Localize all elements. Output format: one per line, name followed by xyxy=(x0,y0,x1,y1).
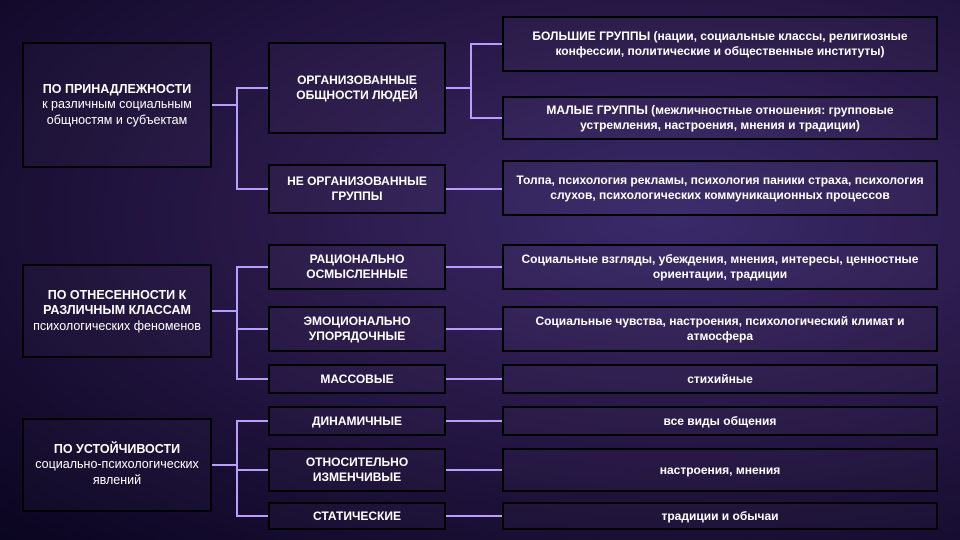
connector xyxy=(446,266,502,268)
connector xyxy=(446,420,502,422)
left-plain-0: к различным социальным общностям и субъе… xyxy=(30,97,204,128)
left-plain-2: социально-психологических явлений xyxy=(30,457,204,488)
mid-label-7: СТАТИЧЕСКИЕ xyxy=(313,509,401,524)
mid-label-0: ОРГАНИЗОВАННЫЕ ОБЩНОСТИ ЛЮДЕЙ xyxy=(276,73,438,103)
mid-label-1: НЕ ОРГАНИЗОВАННЫЕ ГРУППЫ xyxy=(276,174,438,204)
mid-label-5: ДИНАМИЧНЫЕ xyxy=(312,414,402,429)
right-box-0: БОЛЬШИЕ ГРУППЫ (нации, социальные классы… xyxy=(502,16,938,72)
right-label-7: настроения, мнения xyxy=(660,463,781,478)
connector xyxy=(236,266,238,380)
mid-box-4: МАССОВЫЕ xyxy=(268,364,446,394)
right-label-3: Социальные взгляды, убеждения, мнения, и… xyxy=(510,252,930,282)
right-box-4: Социальные чувства, настроения, психолог… xyxy=(502,306,938,352)
right-box-6: все виды общения xyxy=(502,406,938,436)
right-label-1: МАЛЫЕ ГРУППЫ (межличностные отношения: г… xyxy=(510,103,930,133)
connector xyxy=(212,464,236,466)
connector xyxy=(236,515,268,517)
connector xyxy=(470,43,472,119)
right-label-2: Толпа, психология рекламы, психология па… xyxy=(510,173,930,203)
left-box-2: ПО УСТОЙЧИВОСТИ социально-психологически… xyxy=(22,418,212,512)
right-label-8: традиции и обычаи xyxy=(661,509,778,524)
right-label-4: Социальные чувства, настроения, психолог… xyxy=(510,314,930,344)
mid-box-6: ОТНОСИТЕЛЬНО ИЗМЕНЧИВЫЕ xyxy=(268,448,446,492)
right-box-5: стихийные xyxy=(502,364,938,394)
mid-label-4: МАССОВЫЕ xyxy=(320,372,393,387)
mid-box-7: СТАТИЧЕСКИЕ xyxy=(268,502,446,530)
connector xyxy=(236,87,268,89)
connector xyxy=(236,420,238,516)
connector xyxy=(446,515,502,517)
connector xyxy=(446,328,502,330)
right-box-1: МАЛЫЕ ГРУППЫ (межличностные отношения: г… xyxy=(502,96,938,140)
connector xyxy=(236,87,238,190)
connector xyxy=(212,104,236,106)
right-label-6: все виды общения xyxy=(664,414,777,429)
mid-label-3: ЭМОЦИОНАЛЬНО УПОРЯДОЧНЫЕ xyxy=(276,314,438,344)
left-box-1: ПО ОТНЕСЕННОСТИ К РАЗЛИЧНЫМ КЛАССАМ псих… xyxy=(22,264,212,358)
left-bold-0: ПО ПРИНАДЛЕЖНОСТИ xyxy=(43,82,191,96)
mid-box-2: РАЦИОНАЛЬНО ОСМЫСЛЕННЫЕ xyxy=(268,244,446,290)
left-bold-1: ПО ОТНЕСЕННОСТИ К РАЗЛИЧНЫМ КЛАССАМ xyxy=(43,288,191,318)
connector xyxy=(236,328,268,330)
right-label-0: БОЛЬШИЕ ГРУППЫ (нации, социальные классы… xyxy=(510,29,930,59)
left-plain-1: психологических феноменов xyxy=(30,319,204,335)
right-box-3: Социальные взгляды, убеждения, мнения, и… xyxy=(502,244,938,290)
right-label-5: стихийные xyxy=(687,372,753,387)
connector xyxy=(470,43,502,45)
mid-label-6: ОТНОСИТЕЛЬНО ИЗМЕНЧИВЫЕ xyxy=(276,455,438,485)
connector xyxy=(470,117,502,119)
left-bold-2: ПО УСТОЙЧИВОСТИ xyxy=(54,442,180,456)
right-box-7: настроения, мнения xyxy=(502,448,938,492)
left-box-0: ПО ПРИНАДЛЕЖНОСТИ к различным социальным… xyxy=(22,42,212,168)
connector xyxy=(446,378,502,380)
mid-label-2: РАЦИОНАЛЬНО ОСМЫСЛЕННЫЕ xyxy=(276,252,438,282)
connector xyxy=(446,469,502,471)
mid-box-5: ДИНАМИЧНЫЕ xyxy=(268,406,446,436)
right-box-8: традиции и обычаи xyxy=(502,502,938,530)
connector xyxy=(446,188,502,190)
right-box-2: Толпа, психология рекламы, психология па… xyxy=(502,160,938,216)
mid-box-0: ОРГАНИЗОВАННЫЕ ОБЩНОСТИ ЛЮДЕЙ xyxy=(268,42,446,134)
mid-box-3: ЭМОЦИОНАЛЬНО УПОРЯДОЧНЫЕ xyxy=(268,306,446,352)
connector xyxy=(236,378,268,380)
connector xyxy=(236,420,268,422)
connector xyxy=(236,469,268,471)
connector xyxy=(236,188,268,190)
connector xyxy=(446,87,470,89)
connector xyxy=(212,310,236,312)
connector xyxy=(236,266,268,268)
diagram-root: ПО ПРИНАДЛЕЖНОСТИ к различным социальным… xyxy=(0,0,960,540)
mid-box-1: НЕ ОРГАНИЗОВАННЫЕ ГРУППЫ xyxy=(268,164,446,214)
